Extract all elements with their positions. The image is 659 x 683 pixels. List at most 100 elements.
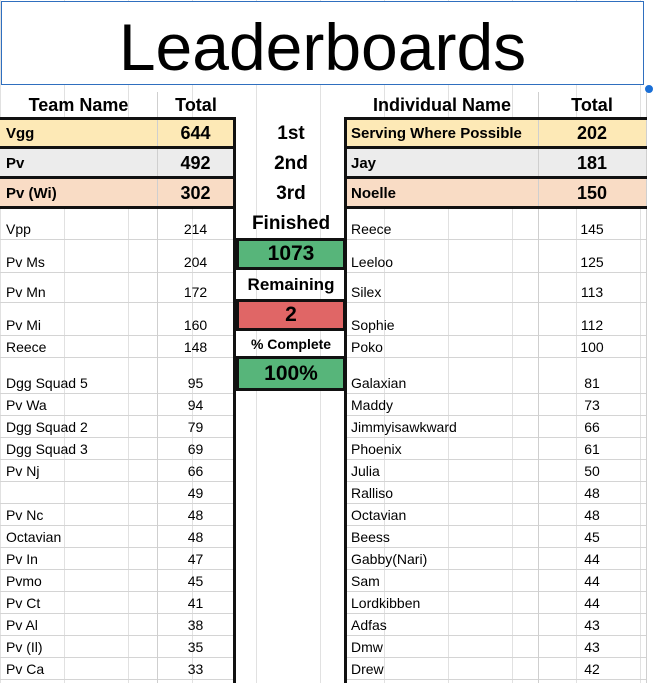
team-row[interactable]: Pv Nc 48 [0, 503, 234, 526]
individual-row[interactable]: Octavian 48 [347, 503, 647, 526]
individual-row[interactable]: Galaxian 81 [347, 357, 647, 394]
individual-row[interactable]: Beess 45 [347, 525, 647, 548]
team-total-cell: 302 [180, 182, 211, 203]
team-row[interactable]: Octavian 48 [0, 525, 234, 548]
team-row[interactable]: Dgg Squad 5 95 [0, 357, 234, 394]
individual-row[interactable]: Leeloo 125 [347, 239, 647, 273]
team-row[interactable]: Pv Ca 33 [0, 657, 234, 680]
individual-row[interactable]: Adfas 43 [347, 613, 647, 636]
team-row[interactable]: Pv Wa 94 [0, 393, 234, 416]
team-total-cell: 38 [187, 617, 204, 633]
individual-name-cell: Octavian [351, 507, 407, 523]
individual-total-cell: 50 [584, 463, 600, 479]
team-row[interactable]: Pv Mn 172 [0, 272, 234, 303]
remaining-value[interactable]: 2 [236, 299, 346, 331]
team-total-cell: 160 [183, 317, 208, 333]
header-individual-name: Individual Name [372, 94, 512, 115]
team-total-cell: 214 [183, 221, 208, 237]
individual-row[interactable]: Dmw 43 [347, 635, 647, 658]
team-name-cell: Pv In [6, 551, 38, 567]
individual-total-cell: 43 [584, 617, 600, 633]
team-name-cell: Pv Al [6, 617, 38, 633]
individual-total-cell: 44 [584, 573, 600, 589]
team-name-cell: Pv Nj [6, 463, 40, 479]
individual-row[interactable]: Jimmyisawkward 66 [347, 415, 647, 438]
team-total-cell: 94 [187, 397, 204, 413]
individual-name-cell: Julia [351, 463, 380, 479]
team-row[interactable]: Pv Ms 204 [0, 239, 234, 273]
individual-row[interactable]: Reece 145 [347, 209, 647, 240]
team-row[interactable]: Pvmo 45 [0, 569, 234, 592]
team-row[interactable]: Dgg Squad 2 79 [0, 415, 234, 438]
individual-total-cell: 42 [584, 661, 600, 677]
team-top-border [0, 117, 236, 120]
team-total-cell: 66 [187, 463, 204, 479]
individual-row[interactable]: Maddy 73 [347, 393, 647, 416]
individual-row[interactable]: Silex 113 [347, 272, 647, 303]
individual-name-cell: Jimmyisawkward [351, 419, 457, 435]
individual-name-cell: Adfas [351, 617, 387, 633]
individual-row[interactable]: Phoenix 61 [347, 437, 647, 460]
individual-name-cell: Maddy [351, 397, 394, 413]
individual-name-cell: Serving Where Possible [351, 124, 522, 142]
individual-row[interactable]: Lordkibben 44 [347, 591, 647, 614]
team-name-cell: Pv Ms [6, 254, 45, 270]
team-name-cell: Reece [6, 339, 47, 355]
team-total-cell: 69 [187, 441, 204, 457]
team-row[interactable]: Pv Al 38 [0, 613, 234, 636]
team-row[interactable]: Pv (Wi) 302 [0, 179, 234, 208]
right-column-edge [646, 92, 647, 683]
individual-name-cell: Phoenix [351, 441, 402, 457]
individual-row[interactable]: Sophie 112 [347, 302, 647, 336]
individual-row[interactable]: Jay 181 [347, 149, 647, 178]
individual-row[interactable]: Sam 44 [347, 569, 647, 592]
individual-total-cell: 125 [580, 254, 604, 270]
place-third: 3rd [276, 183, 306, 204]
individual-row[interactable]: Poko 100 [347, 335, 647, 358]
team-rank-border-1 [0, 146, 236, 149]
selection-fill-handle[interactable] [644, 84, 654, 94]
team-row[interactable]: Reece 148 [0, 335, 234, 358]
team-name-cell: Pv (Wi) [6, 184, 57, 202]
team-row[interactable]: Pv In 47 [0, 547, 234, 570]
individual-row[interactable]: Julia 50 [347, 459, 647, 482]
title-cell[interactable]: Leaderboards [1, 1, 644, 85]
team-name-cell: Vgg [6, 124, 35, 142]
team-row[interactable]: Dgg Squad 3 69 [0, 437, 234, 460]
center-left-border [233, 118, 236, 683]
team-row[interactable]: Vpp 214 [0, 209, 234, 240]
individual-name-cell: Jay [351, 154, 377, 172]
page-title: Leaderboards [118, 10, 527, 84]
individual-total-cell: 45 [584, 529, 600, 545]
individual-row[interactable]: Noelle 150 [347, 179, 647, 208]
individual-total-cell: 44 [584, 595, 600, 611]
individual-row[interactable]: Serving Where Possible 202 [347, 119, 647, 148]
team-total-cell: 148 [183, 339, 208, 355]
individual-row[interactable]: Drew 42 [347, 657, 647, 680]
individual-name-cell: Noelle [351, 184, 397, 202]
team-row[interactable]: Pv Nj 66 [0, 459, 234, 482]
individual-name-cell: Silex [351, 284, 382, 300]
team-total-cell: 172 [183, 284, 208, 300]
team-row[interactable]: Pv 492 [0, 149, 234, 178]
finished-value[interactable]: 1073 [236, 238, 346, 270]
individual-total-cell: 150 [576, 182, 608, 203]
individual-name-cell: Reece [351, 221, 392, 237]
individual-row[interactable]: Ralliso 48 [347, 481, 647, 504]
team-name-cell: Pv Mi [6, 317, 41, 333]
individual-total-cell: 112 [580, 317, 604, 333]
individual-row[interactable]: Gabby(Nari) 44 [347, 547, 647, 570]
complete-value[interactable]: 100% [236, 356, 346, 391]
individual-name-cell: Sam [351, 573, 380, 589]
team-row[interactable]: Vgg 644 [0, 119, 234, 148]
team-row[interactable]: Pv Mi 160 [0, 302, 234, 336]
team-rank-border-3 [0, 206, 236, 209]
team-row[interactable]: Pv Ct 41 [0, 591, 234, 614]
team-total-cell: 33 [187, 661, 204, 677]
place-first: 1st [277, 123, 305, 144]
team-rank-border-2 [0, 176, 236, 179]
team-row[interactable]: Pv (Il) 35 [0, 635, 234, 658]
team-total-cell: 204 [183, 254, 208, 270]
team-row[interactable]: 49 [0, 481, 234, 504]
individual-name-cell: Lordkibben [351, 595, 421, 611]
